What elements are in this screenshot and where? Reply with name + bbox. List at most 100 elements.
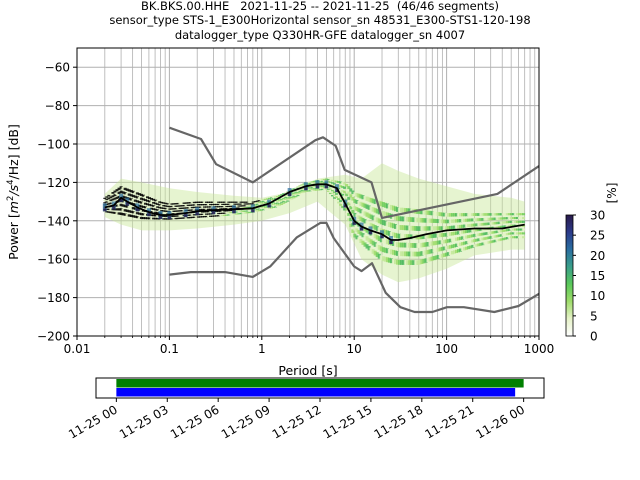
psd-bin bbox=[398, 242, 402, 248]
psd-dense-bin bbox=[360, 227, 364, 231]
psd-bin bbox=[448, 219, 452, 224]
psd-bin bbox=[107, 200, 111, 202]
psd-bin bbox=[135, 196, 139, 199]
psd-bin bbox=[261, 202, 265, 204]
psd-bin bbox=[221, 214, 225, 217]
psd-bin bbox=[339, 196, 343, 199]
psd-bin bbox=[394, 206, 398, 212]
psd-bin bbox=[284, 199, 288, 202]
psd-bin bbox=[391, 232, 395, 238]
psd-bin bbox=[444, 246, 448, 250]
psd-bin bbox=[182, 207, 186, 209]
psd-bin bbox=[270, 205, 274, 207]
psd-bin bbox=[178, 207, 182, 210]
psd-bin bbox=[172, 210, 176, 212]
psd-bin bbox=[377, 236, 381, 241]
psd-bin bbox=[412, 243, 416, 248]
psd-bin bbox=[385, 203, 389, 209]
psd-bin bbox=[440, 233, 444, 237]
psd-bin bbox=[322, 188, 326, 190]
psd-bin bbox=[300, 184, 304, 186]
psd-bin bbox=[412, 260, 416, 265]
psd-bin bbox=[503, 225, 507, 228]
psd-bin bbox=[263, 206, 267, 209]
psd-bin bbox=[371, 232, 375, 237]
psd-bin bbox=[227, 203, 231, 205]
psd-bin bbox=[190, 206, 194, 209]
psd-bin bbox=[432, 241, 436, 246]
psd-bin bbox=[202, 203, 206, 206]
psd-bin bbox=[434, 248, 438, 253]
psd-bin bbox=[121, 200, 125, 203]
psd-dense-bin bbox=[389, 241, 393, 244]
psd-bin bbox=[235, 211, 239, 213]
psd-bin bbox=[146, 203, 150, 206]
psd-bin bbox=[438, 219, 442, 224]
psd-bin bbox=[359, 231, 363, 236]
psd-bin bbox=[509, 228, 513, 231]
psd-bin bbox=[359, 209, 363, 214]
psd-bin bbox=[353, 206, 357, 210]
psd-bin bbox=[446, 232, 450, 237]
psd-bin bbox=[255, 200, 259, 202]
psd-bin bbox=[481, 213, 485, 216]
psd-bin bbox=[263, 202, 267, 204]
psd-bin bbox=[497, 217, 501, 220]
psd-bin bbox=[123, 200, 127, 203]
psd-bin bbox=[276, 202, 280, 204]
psd-bin bbox=[141, 205, 145, 208]
psd-bin bbox=[211, 201, 215, 203]
psd-bin bbox=[154, 208, 158, 211]
psd-bin bbox=[430, 211, 434, 216]
psd-bin bbox=[487, 236, 491, 240]
psd-bin bbox=[300, 189, 304, 192]
psd-bin bbox=[160, 204, 164, 207]
psd-dense-bin bbox=[335, 189, 339, 193]
psd-bin bbox=[290, 193, 294, 195]
psd-bin bbox=[276, 205, 280, 208]
psd-bin bbox=[402, 233, 406, 239]
psd-bin bbox=[170, 210, 174, 213]
psd-bin bbox=[121, 191, 125, 194]
psd-bin bbox=[515, 220, 519, 223]
timeline-tick-label: 11-25 15 bbox=[321, 402, 375, 441]
psd-bin bbox=[469, 229, 473, 233]
psd-bin bbox=[127, 205, 131, 209]
psd-bin bbox=[156, 209, 160, 211]
psd-bin bbox=[117, 208, 121, 211]
psd-bin bbox=[430, 241, 434, 246]
psd-bin bbox=[349, 200, 353, 204]
psd-bin bbox=[485, 213, 489, 216]
psd-bin bbox=[298, 192, 302, 194]
psd-bin bbox=[391, 205, 395, 211]
colorbar-tick-label: 25 bbox=[590, 229, 605, 243]
psd-bin bbox=[371, 223, 375, 229]
psd-bin bbox=[495, 213, 499, 216]
psd-bin bbox=[387, 222, 391, 227]
psd-bin bbox=[396, 224, 400, 230]
psd-bin bbox=[450, 250, 454, 255]
psd-bin bbox=[312, 185, 316, 187]
psd-bin bbox=[501, 237, 505, 241]
psd-bin bbox=[274, 202, 278, 205]
psd-bin bbox=[475, 218, 479, 222]
psd-bin bbox=[131, 215, 135, 218]
psd-bin bbox=[373, 199, 377, 205]
psd-bin bbox=[475, 233, 479, 237]
psd-bin bbox=[428, 241, 432, 246]
psd-bin bbox=[166, 203, 170, 205]
psd-bin bbox=[272, 203, 276, 205]
psd-bin bbox=[495, 221, 499, 225]
psd-bin bbox=[385, 230, 389, 236]
psd-bin bbox=[286, 195, 290, 198]
psd-bin bbox=[495, 217, 499, 220]
psd-bin bbox=[274, 204, 278, 206]
psd-bin bbox=[280, 200, 284, 202]
psd-dense-bin bbox=[288, 193, 292, 196]
psd-bin bbox=[404, 242, 408, 248]
psd-bin bbox=[105, 201, 109, 203]
psd-bin bbox=[276, 199, 280, 201]
psd-bin bbox=[204, 203, 208, 206]
psd-bin bbox=[318, 181, 322, 183]
psd-bin bbox=[367, 213, 371, 218]
